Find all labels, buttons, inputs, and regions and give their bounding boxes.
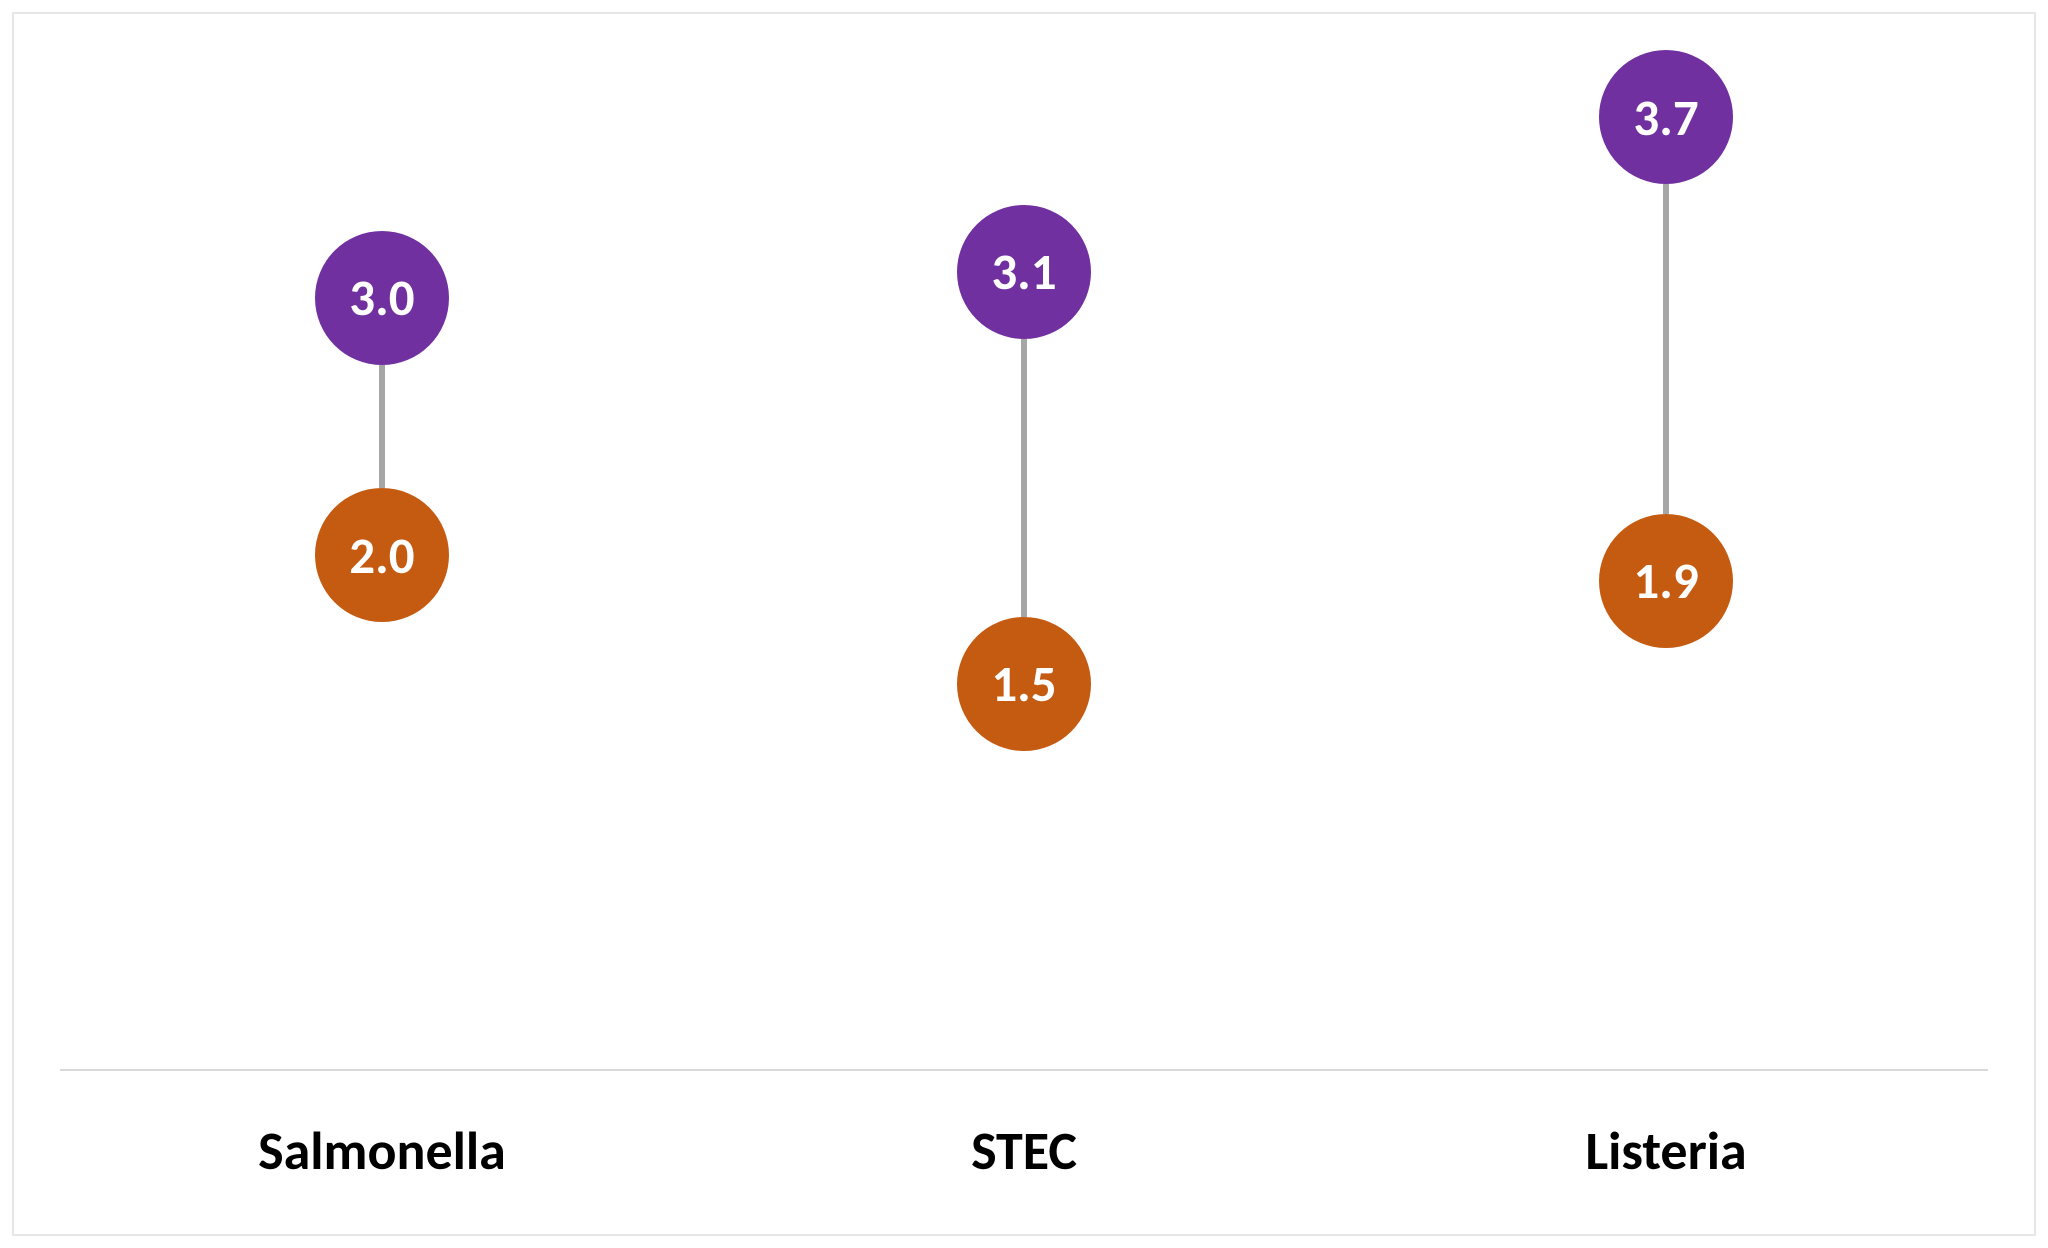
- low-dot-label: 2.0: [349, 524, 414, 587]
- connector-line: [1663, 184, 1669, 514]
- low-dot-label: 1.9: [1633, 549, 1698, 612]
- high-dot-label: 3.0: [349, 266, 414, 329]
- low-dot-label: 1.5: [991, 652, 1056, 715]
- high-dot-label: 3.7: [1633, 86, 1698, 149]
- connector-line: [1021, 339, 1027, 617]
- high-dot: 3.7: [1599, 50, 1733, 184]
- x-axis-baseline: [60, 1069, 1988, 1071]
- high-dot-label: 3.1: [991, 240, 1056, 303]
- category-label: Salmonella: [82, 1118, 682, 1184]
- high-dot: 3.1: [957, 205, 1091, 339]
- low-dot: 1.5: [957, 617, 1091, 751]
- connector-line: [379, 365, 385, 489]
- high-dot: 3.0: [315, 231, 449, 365]
- low-dot: 1.9: [1599, 514, 1733, 648]
- low-dot: 2.0: [315, 488, 449, 622]
- plot-area: 2.03.0Salmonella1.53.1STEC1.93.7Listeria: [60, 40, 1988, 1070]
- category-label: Listeria: [1366, 1118, 1966, 1184]
- category-label: STEC: [724, 1118, 1324, 1184]
